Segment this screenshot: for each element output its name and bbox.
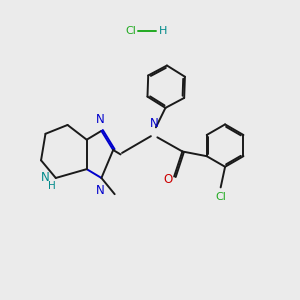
Text: H: H xyxy=(48,181,56,191)
Text: Cl: Cl xyxy=(215,192,226,202)
Text: N: N xyxy=(41,172,50,184)
Text: N: N xyxy=(150,117,159,130)
Text: N: N xyxy=(96,184,104,197)
Text: Cl: Cl xyxy=(126,26,137,36)
Text: N: N xyxy=(96,112,104,126)
Text: O: O xyxy=(163,173,172,186)
Text: H: H xyxy=(159,26,167,36)
